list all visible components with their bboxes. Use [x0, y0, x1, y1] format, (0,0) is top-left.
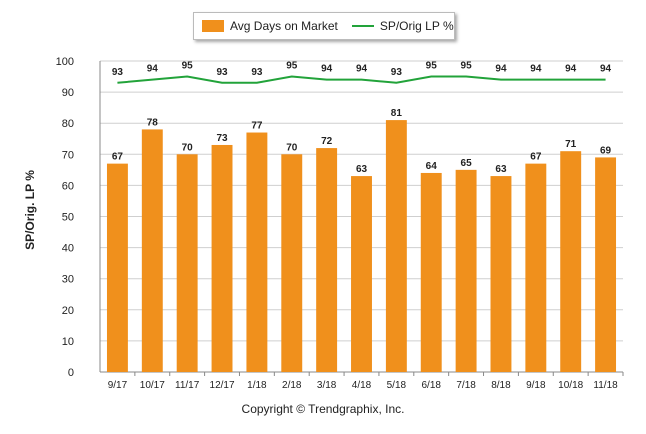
bar: [246, 132, 268, 372]
x-tick-label: 6/18: [421, 380, 441, 391]
y-tick-label: 50: [62, 212, 74, 224]
line-value-label: 95: [461, 61, 473, 72]
line-value-label: 93: [216, 67, 228, 78]
y-tick-label: 100: [56, 56, 74, 68]
line-value-label: 94: [530, 64, 542, 75]
bar: [525, 163, 547, 372]
bar: [595, 157, 617, 372]
legend-item-line: SP/Orig LP %: [351, 19, 454, 33]
x-tick-label: 3/18: [317, 380, 337, 391]
bar-value-label: 78: [147, 117, 159, 128]
bar: [455, 169, 477, 372]
bar-value-label: 73: [216, 133, 228, 144]
bar-value-label: 77: [251, 121, 263, 132]
legend-label-bars: Avg Days on Market: [230, 19, 338, 33]
x-tick-label: 1/18: [247, 380, 267, 391]
bar-value-label: 67: [112, 152, 124, 163]
x-tick-label: 11/18: [593, 380, 618, 391]
x-tick-label: 2/18: [282, 380, 302, 391]
y-tick-label: 60: [62, 180, 74, 192]
line-value-label: 94: [321, 64, 333, 75]
x-tick-label: 8/18: [491, 380, 511, 391]
line-series: [117, 75, 606, 84]
x-tick-label: 5/18: [387, 380, 407, 391]
x-tick-label: 10/18: [558, 380, 583, 391]
legend-item-bars: Avg Days on Market: [202, 19, 338, 33]
bar-value-label: 67: [530, 152, 542, 163]
bar: [351, 176, 372, 372]
y-tick-label: 10: [62, 336, 74, 348]
legend-swatch-bar: [202, 20, 224, 32]
bar: [141, 129, 163, 372]
bar-value-label: 70: [286, 142, 298, 153]
bar: [316, 148, 338, 372]
line-value-label: 95: [182, 61, 194, 72]
bar-value-label: 70: [182, 142, 194, 153]
bar-value-label: 63: [356, 164, 368, 175]
x-tick-label: 4/18: [352, 380, 372, 391]
line-value-label: 93: [112, 67, 124, 78]
line-value-label: 93: [391, 67, 403, 78]
y-tick-label: 20: [62, 305, 74, 317]
y-tick-label: 90: [62, 87, 74, 99]
bar-value-label: 81: [391, 108, 403, 119]
x-tick-label: 7/18: [456, 380, 476, 391]
bar: [281, 154, 303, 372]
x-tick-label: 9/18: [526, 380, 546, 391]
line-value-label: 94: [495, 64, 507, 75]
bar: [560, 151, 582, 372]
y-tick-label: 40: [62, 243, 74, 255]
x-tick-label: 11/17: [175, 380, 200, 391]
x-tick-label: 9/17: [108, 380, 128, 391]
bar-value-label: 71: [565, 139, 577, 150]
bar-value-label: 64: [426, 161, 438, 172]
y-tick-label: 30: [62, 274, 74, 286]
line-value-label: 94: [147, 64, 159, 75]
x-tick-label: 10/17: [140, 380, 165, 391]
line-value-label: 95: [286, 61, 298, 72]
bar: [385, 120, 407, 372]
legend-label-line: SP/Orig LP %: [379, 19, 454, 33]
y-tick-label: 80: [62, 118, 74, 130]
y-tick-label: 0: [68, 367, 74, 379]
bar-value-label: 69: [600, 145, 612, 156]
line-value-label: 95: [426, 61, 438, 72]
bar: [176, 154, 198, 372]
x-tick-label: 12/17: [210, 380, 235, 391]
bar-value-label: 63: [495, 164, 507, 175]
bar: [106, 163, 128, 372]
bar: [420, 172, 442, 372]
bar-value-label: 72: [321, 136, 333, 147]
legend-swatch-line: [351, 25, 374, 27]
legend: Avg Days on Market SP/Orig LP %: [193, 12, 455, 40]
copyright: Copyright © Trendgraphix, Inc.: [241, 402, 405, 416]
line-value-label: 93: [251, 67, 263, 78]
bar: [490, 176, 512, 372]
bar-value-label: 65: [461, 158, 473, 169]
line-value-label: 94: [600, 64, 612, 75]
line-value-label: 94: [565, 64, 577, 75]
bar: [211, 144, 233, 372]
y-tick-label: 70: [62, 149, 74, 161]
line-value-label: 94: [356, 64, 368, 75]
